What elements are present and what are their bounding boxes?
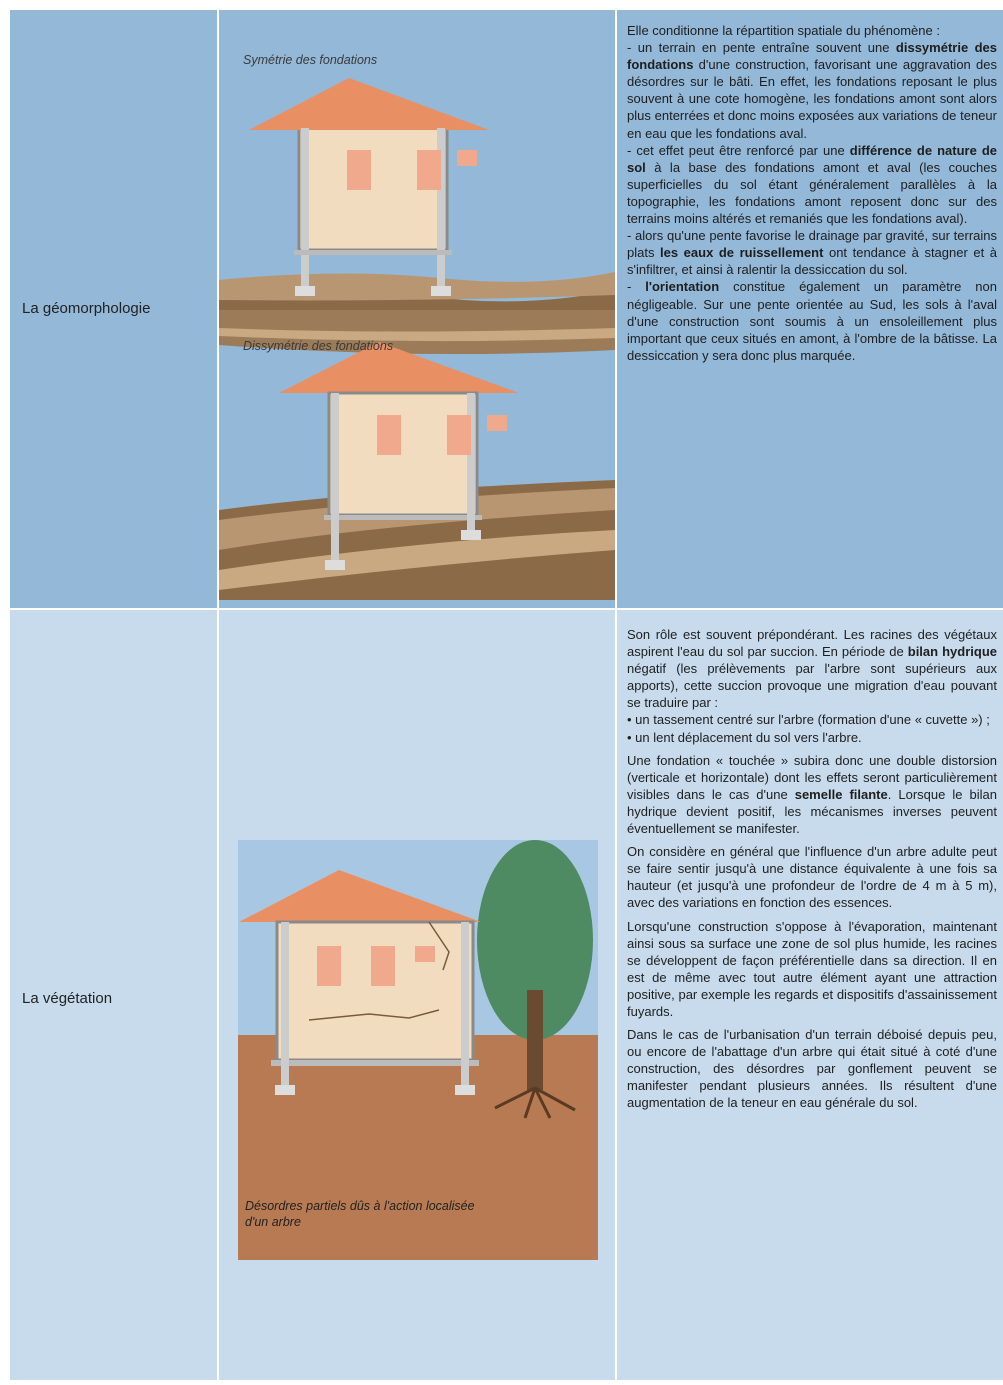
text: négatif (les prélèvements par l'arbre so… <box>627 661 997 711</box>
label-cell: La géomorphologie <box>10 10 217 608</box>
text: • un lent déplacement du sol vers l'arbr… <box>627 729 862 745</box>
text-line: Une fondation « touchée » subira donc un… <box>627 752 997 837</box>
illustration: Symétrie des fondations Dissymétrie des … <box>219 53 615 608</box>
text-line: - alors qu'une pente favorise le drainag… <box>627 227 997 278</box>
bold-text: l'orientation <box>645 279 720 295</box>
text: Lorsqu'une construction s'oppose à l'éva… <box>627 918 997 1019</box>
text: - <box>627 279 646 295</box>
text: - cet effet peut être renforcé par une <box>627 142 850 158</box>
row-label: La végétation <box>22 990 113 1007</box>
bold-text: les eaux de ruissellement <box>660 245 824 261</box>
illustration-cell: Désordres partiels dûs à l'action locali… <box>219 610 615 1380</box>
label-cell: La végétation <box>10 610 217 1380</box>
bold-text: dissymétrie des fondations <box>627 40 997 73</box>
text-cell: Son rôle est souvent prépondérant. Les r… <box>617 610 1003 1380</box>
illustration-cell: Symétrie des fondations Dissymétrie des … <box>219 10 615 608</box>
text-line: • un lent déplacement du sol vers l'arbr… <box>627 729 997 746</box>
text: • un tassement centré sur l'arbre (forma… <box>627 712 990 728</box>
text: Son rôle est souvent prépondérant. Les r… <box>627 627 997 660</box>
text-line: Dans le cas de l'urbanisation d'un terra… <box>627 1026 997 1111</box>
text-line: - un terrain en pente entraîne souvent u… <box>627 39 997 142</box>
paragraph: Une fondation « touchée » subira donc un… <box>627 752 997 837</box>
paragraph: Elle conditionne la répartition spatiale… <box>627 22 997 364</box>
text-line: Lorsqu'une construction s'oppose à l'éva… <box>627 918 997 1021</box>
text-line: Elle conditionne la répartition spatiale… <box>627 22 997 39</box>
text: à la base des fondations amont et aval (… <box>627 159 997 227</box>
text: Elle conditionne la répartition spatiale… <box>627 23 940 38</box>
row-label: La géomorphologie <box>22 300 151 317</box>
caption: Désordres partiels dûs à l'action locali… <box>245 1199 475 1229</box>
text: ont tendance à stagner et à s'infiltrer,… <box>627 245 997 278</box>
text-line: - l'orientation constitue également un p… <box>627 278 997 363</box>
text: Une fondation « touchée » subira donc un… <box>627 752 997 802</box>
caption-box: Désordres partiels dûs à l'action locali… <box>245 1199 475 1229</box>
paragraph: On considère en général que l'influence … <box>627 843 997 911</box>
text: On considère en général que l'influence … <box>627 844 997 911</box>
illustration: Désordres partiels dûs à l'action locali… <box>238 840 598 1260</box>
bold-text: semelle filante <box>794 786 888 802</box>
text-line: Son rôle est souvent prépondérant. Les r… <box>627 626 997 711</box>
text-line: • un tassement centré sur l'arbre (forma… <box>627 711 997 728</box>
text: d'une construction, favorisant une aggra… <box>627 57 997 141</box>
caption: Symétrie des fondations <box>243 53 377 67</box>
caption: Dissymétrie des fondations <box>243 339 393 353</box>
text-line: On considère en général que l'influence … <box>627 843 997 911</box>
text-cell: Elle conditionne la répartition spatiale… <box>617 10 1003 608</box>
text-line: - cet effet peut être renforcé par une d… <box>627 142 997 227</box>
bold-text: bilan hydrique <box>907 644 997 660</box>
text: . Lorsque le bilan hydrique devient posi… <box>627 786 997 837</box>
text: - un terrain en pente entraîne souvent u… <box>627 40 896 56</box>
paragraph: Dans le cas de l'urbanisation d'un terra… <box>627 1026 997 1111</box>
text: constitue également un paramètre non nég… <box>627 279 997 363</box>
text: - alors qu'une pente favorise le drainag… <box>627 228 997 261</box>
text: Dans le cas de l'urbanisation d'un terra… <box>627 1027 997 1111</box>
bold-text: différence de nature de sol <box>627 142 998 175</box>
paragraph: Son rôle est souvent prépondérant. Les r… <box>627 626 997 746</box>
paragraph: Lorsqu'une construction s'oppose à l'éva… <box>627 918 997 1021</box>
